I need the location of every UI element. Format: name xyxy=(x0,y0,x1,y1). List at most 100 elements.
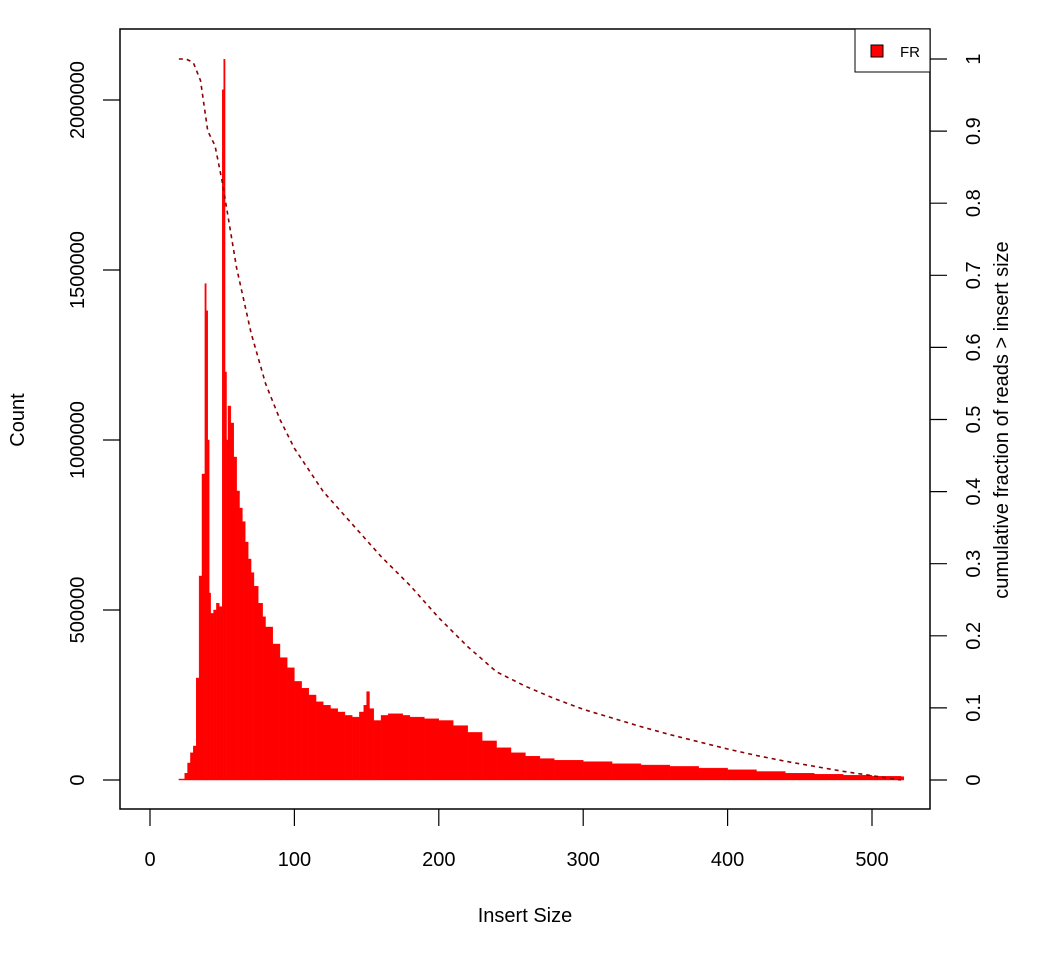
histogram-bar xyxy=(198,575,203,781)
histogram-bar xyxy=(611,763,642,781)
histogram-bar xyxy=(554,760,584,781)
histogram-bar xyxy=(366,691,370,781)
y-tick-label: 2000000 xyxy=(67,61,89,139)
histogram-bar xyxy=(510,752,526,781)
histogram-bar xyxy=(900,776,904,781)
y-axis-right: 0 0.1 0.2 0.3 0.4 0.5 0.6 0.7 0.8 0.9 1 xyxy=(930,53,985,786)
y-tick-label: 1000000 xyxy=(67,401,89,479)
histogram-bar xyxy=(583,761,613,781)
histogram-bar xyxy=(184,773,188,781)
histogram-bar xyxy=(224,371,227,781)
histogram-bar xyxy=(242,521,246,781)
histogram-bar xyxy=(265,626,273,781)
x-tick-label: 400 xyxy=(711,849,744,871)
legend-entry-fr: FR xyxy=(900,44,920,61)
histogram-bar xyxy=(204,283,207,781)
histogram-bar xyxy=(337,711,346,781)
histogram-bar xyxy=(210,613,214,781)
histogram-bar xyxy=(221,89,224,781)
histogram-bar xyxy=(388,713,396,781)
y2-tick-label: 0.8 xyxy=(963,189,985,217)
histogram-bar xyxy=(330,708,338,781)
y2-tick-label: 1 xyxy=(963,53,985,64)
histogram-bar xyxy=(467,732,483,781)
histogram-bar xyxy=(187,762,191,781)
histogram-bar xyxy=(213,609,217,781)
legend: FR xyxy=(854,28,931,73)
histogram-bar xyxy=(294,681,302,781)
histogram-bar xyxy=(496,747,512,781)
histogram-bar xyxy=(258,603,263,781)
x-axis-label: Insert Size xyxy=(478,905,572,927)
x-axis: 0 100 200 300 400 500 xyxy=(144,809,889,871)
histogram-bar xyxy=(206,310,208,781)
histogram-bar xyxy=(196,677,200,781)
y2-tick-label: 0.4 xyxy=(963,478,985,506)
histogram-bar xyxy=(814,774,844,781)
histogram-bar xyxy=(239,507,243,781)
histogram-bar xyxy=(669,766,699,781)
histogram-bar xyxy=(262,616,266,781)
histogram-bar xyxy=(756,771,786,781)
histogram-bar xyxy=(785,773,815,781)
histogram-bar xyxy=(236,490,240,781)
histogram-bar xyxy=(409,716,425,781)
histogram-bar xyxy=(250,572,255,781)
y2-tick-label: 0.2 xyxy=(963,622,985,650)
histogram-bar xyxy=(207,439,210,781)
histogram-bar xyxy=(351,716,360,781)
histogram-bar xyxy=(301,688,310,781)
histogram-bar xyxy=(359,711,364,781)
histogram-bar xyxy=(279,657,288,781)
histogram-bar xyxy=(424,718,439,781)
y2-tick-label: 0.6 xyxy=(963,333,985,361)
histogram-bar xyxy=(308,694,317,781)
histogram-bar xyxy=(640,764,671,781)
histogram-bar xyxy=(245,541,249,781)
histogram-bar xyxy=(233,456,237,781)
cumulative-fraction-line xyxy=(178,58,901,781)
x-tick-label: 0 xyxy=(144,849,155,871)
histogram-bar xyxy=(230,422,234,781)
y2-tick-label: 0.5 xyxy=(963,406,985,434)
histogram-bar xyxy=(253,586,259,781)
histogram-bar xyxy=(402,715,411,781)
y2-tick-label: 0 xyxy=(963,774,985,785)
cumulative-line-group xyxy=(178,58,901,781)
histogram-bar xyxy=(380,715,389,781)
y-tick-label: 1500000 xyxy=(67,231,89,309)
y2-tick-label: 0.9 xyxy=(963,117,985,145)
histogram-bar xyxy=(363,705,367,781)
histogram-bar xyxy=(216,603,220,781)
histogram-bar xyxy=(178,778,185,781)
histogram-bar xyxy=(539,758,555,781)
x-tick-label: 200 xyxy=(422,849,455,871)
legend-swatch xyxy=(870,44,884,58)
histogram-bar xyxy=(219,606,223,781)
histogram-bar xyxy=(208,592,211,781)
y2-tick-label: 0.7 xyxy=(963,261,985,289)
x-tick-label: 100 xyxy=(278,849,311,871)
histogram-bar xyxy=(315,701,324,781)
histogram-bar xyxy=(453,725,468,781)
y2-axis-label: cumulative fraction of reads > insert si… xyxy=(991,241,1013,598)
y-tick-label: 0 xyxy=(67,774,89,785)
histogram-bar xyxy=(227,405,232,781)
histogram-bar xyxy=(190,752,194,781)
y-axis-label: Count xyxy=(7,393,29,447)
histogram-bar xyxy=(438,720,454,781)
histogram-bar xyxy=(369,708,375,781)
histogram-bar xyxy=(698,767,728,781)
histogram-bar xyxy=(323,705,331,781)
histogram-bar xyxy=(247,558,252,781)
histogram-bar xyxy=(223,59,226,781)
histogram-bars xyxy=(178,59,904,781)
histogram-bar xyxy=(286,667,295,781)
y-tick-label: 500000 xyxy=(67,577,89,644)
x-tick-label: 300 xyxy=(567,849,600,871)
x-tick-label: 500 xyxy=(855,849,888,871)
histogram-bar xyxy=(201,473,206,781)
histogram-bar xyxy=(481,740,497,781)
histogram-bar xyxy=(193,745,197,781)
